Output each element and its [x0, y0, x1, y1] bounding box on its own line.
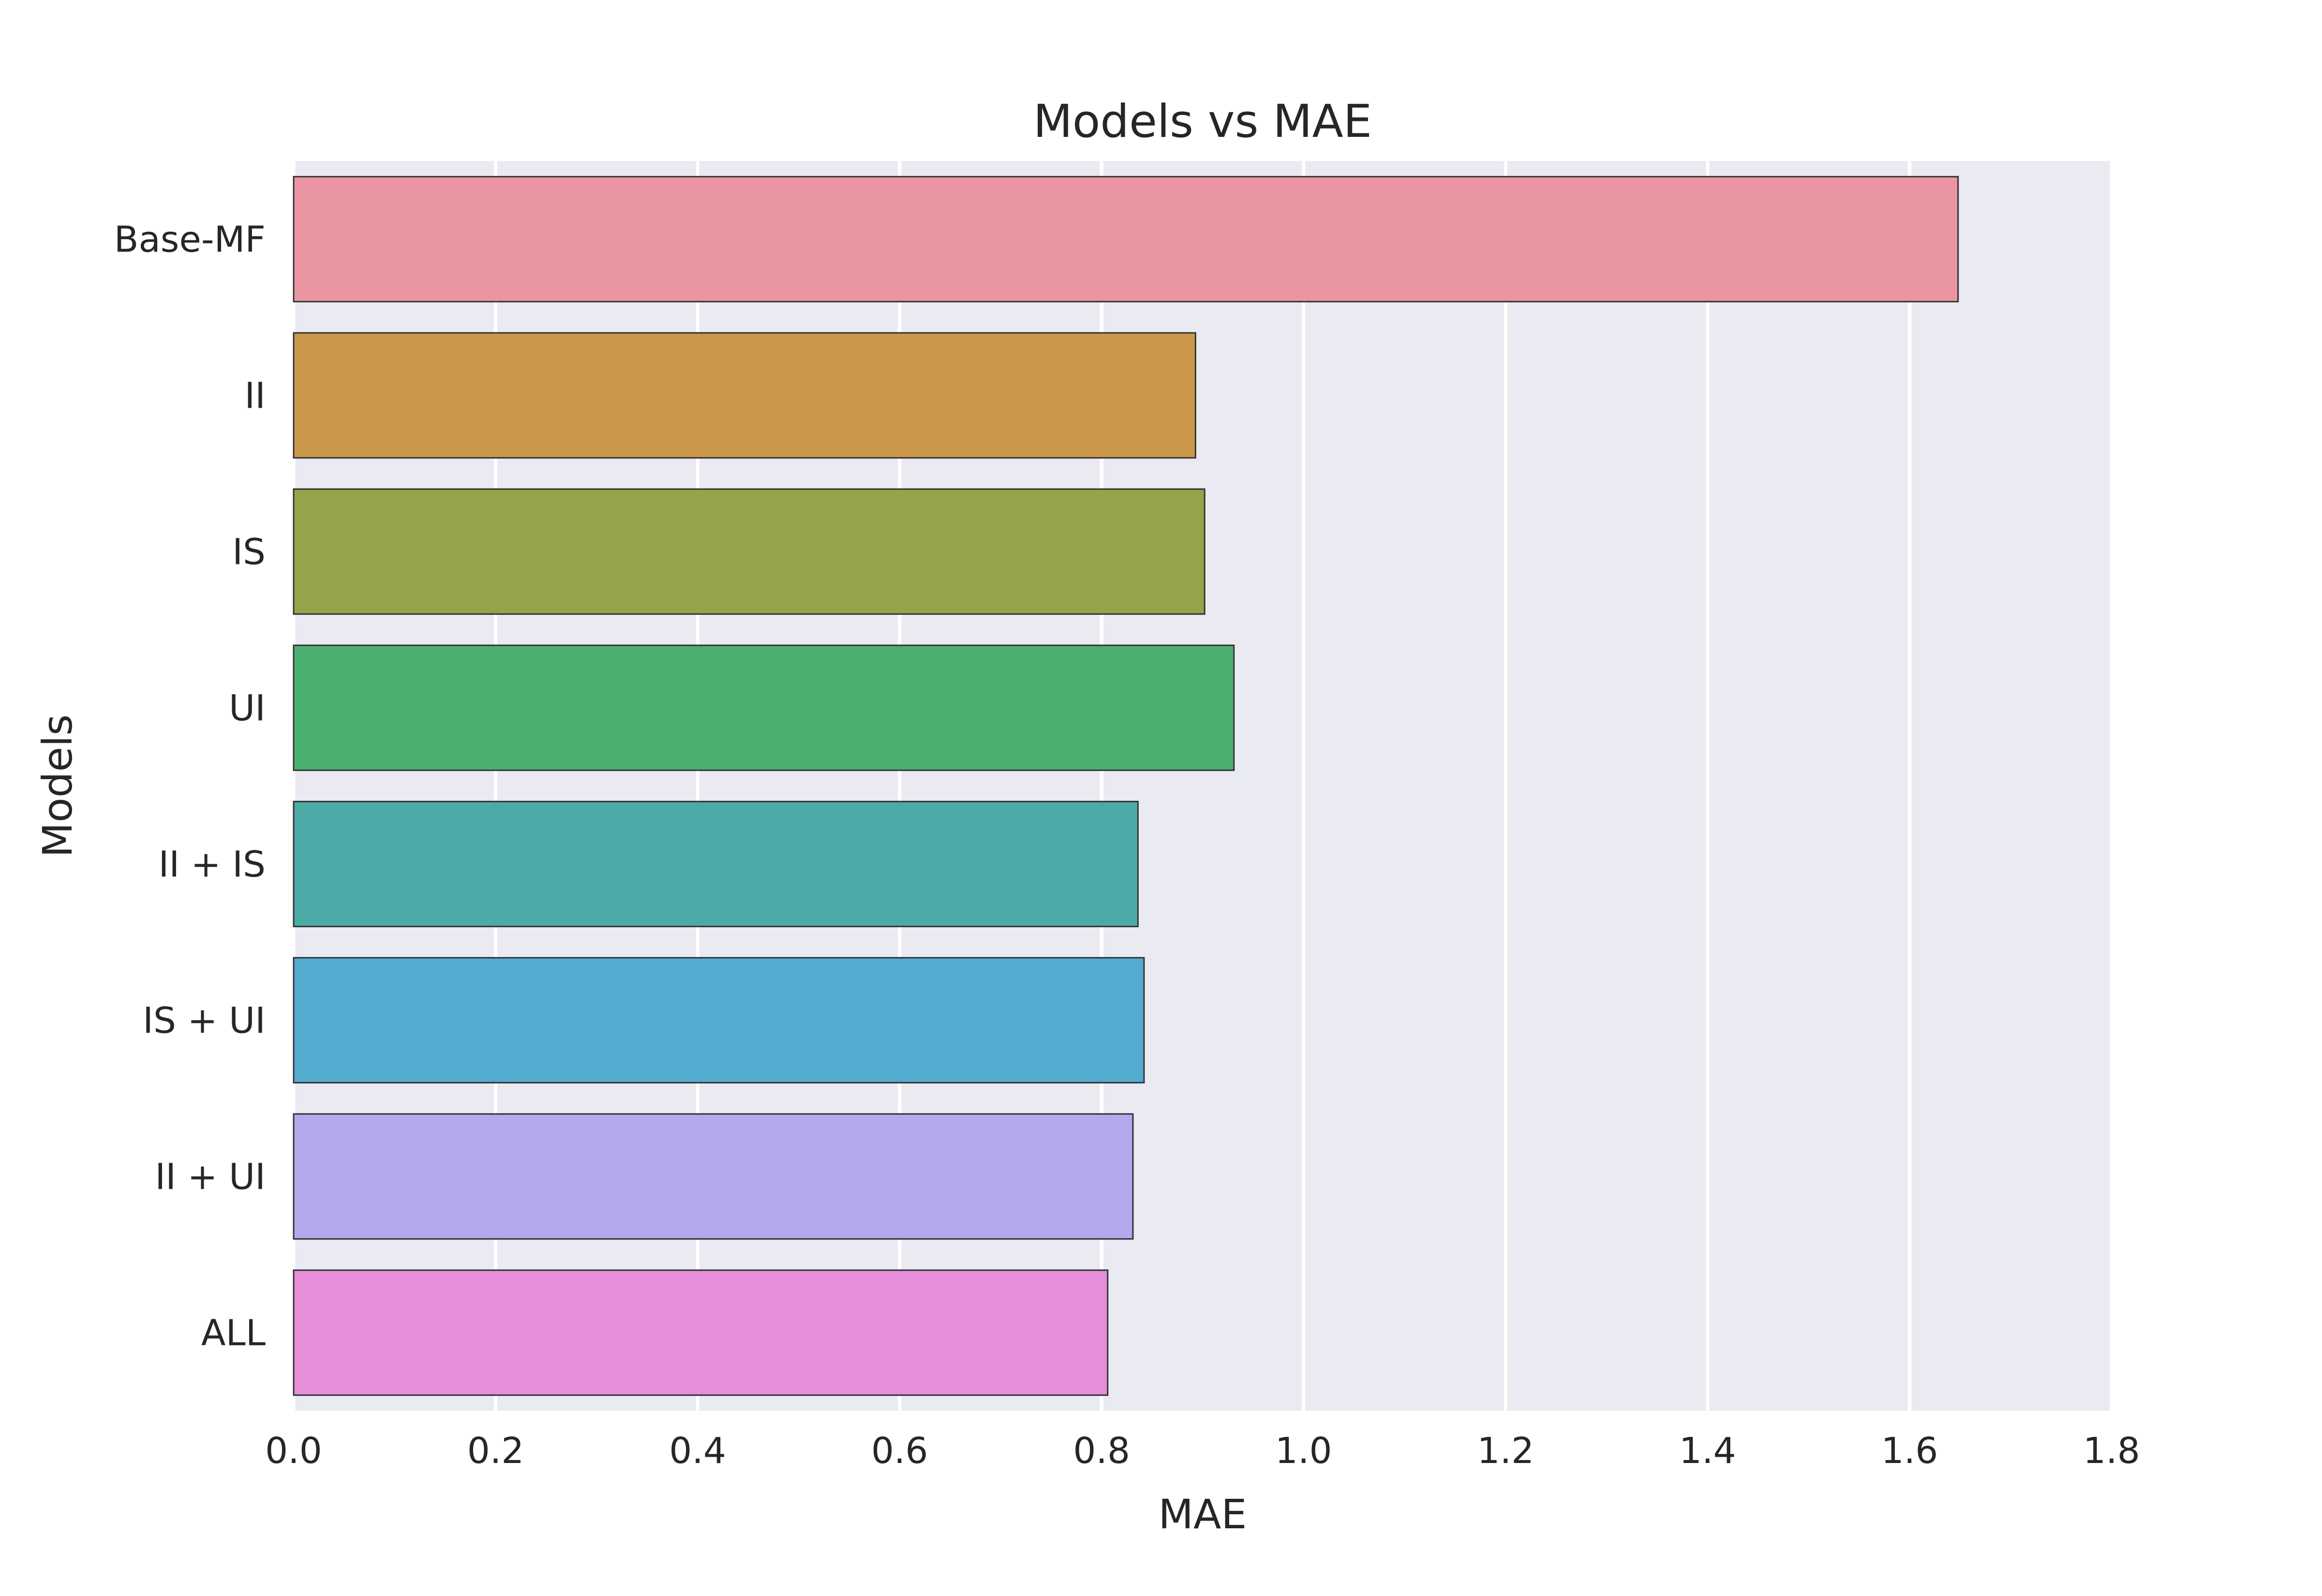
y-axis-label: Models [34, 714, 81, 857]
y-tick-label: UI [229, 688, 266, 729]
y-tick-label: IS + UI [143, 1000, 266, 1042]
y-tick-label: Base-MF [114, 219, 266, 261]
chart-title: Models vs MAE [1033, 95, 1372, 148]
bars [293, 176, 1959, 1396]
bar [293, 176, 1959, 303]
bar [293, 332, 1196, 459]
y-tick-label: II + IS [159, 844, 266, 886]
y-tick-labels: Base-MF II IS UI II + IS IS + UI II + UI ALL [114, 219, 266, 1354]
x-tick-label: 1.6 [1881, 1430, 1938, 1472]
x-tick-label: 1.8 [2083, 1430, 2140, 1472]
bar [293, 644, 1235, 771]
x-tick-label: 1.0 [1275, 1430, 1332, 1472]
bar [293, 800, 1139, 928]
x-tick-label: 0.6 [871, 1430, 928, 1472]
y-tick-label: II + UI [155, 1156, 266, 1198]
bar [293, 957, 1145, 1084]
y-tick-label: ALL [201, 1313, 266, 1354]
y-tick-label: II [244, 375, 266, 417]
x-tick-label: 0.4 [669, 1430, 726, 1472]
bar [293, 1269, 1109, 1396]
bar [293, 488, 1206, 615]
x-axis-label: MAE [1158, 1491, 1247, 1538]
x-tick-label: 0.2 [467, 1430, 524, 1472]
x-tick-label: 0.0 [265, 1430, 322, 1472]
y-tick-label: IS [232, 532, 266, 573]
x-tick-label: 0.8 [1073, 1430, 1130, 1472]
x-tick-label: 1.2 [1477, 1430, 1534, 1472]
x-tick-labels: 0.0 0.2 0.4 0.6 0.8 1.0 1.2 1.4 1.6 1.8 [265, 1430, 2140, 1472]
bar [293, 1113, 1134, 1240]
x-tick-label: 1.4 [1679, 1430, 1736, 1472]
